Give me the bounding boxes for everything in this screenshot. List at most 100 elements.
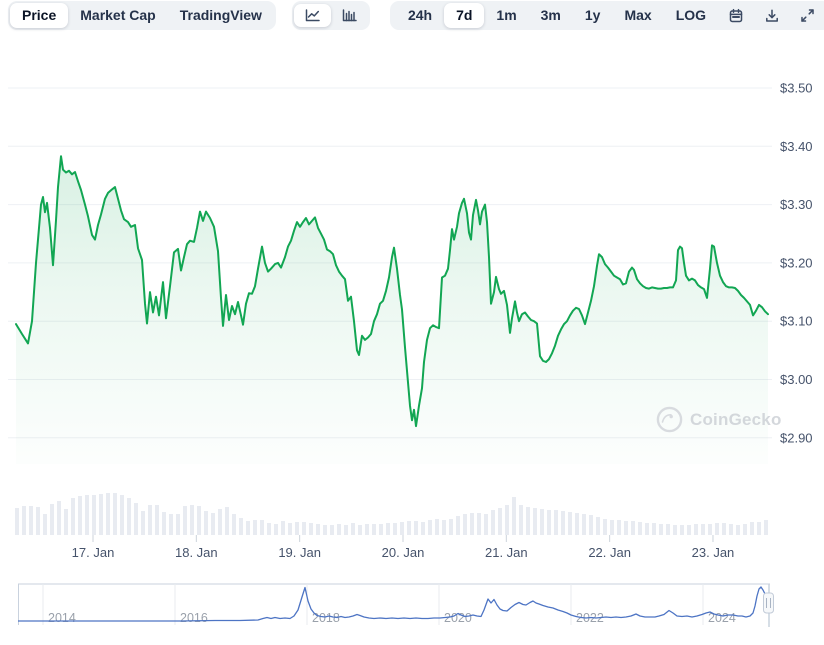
volume-bar xyxy=(302,522,306,535)
volume-bar xyxy=(505,505,509,535)
x-axis-label: 23. Jan xyxy=(692,545,735,560)
range-1m[interactable]: 1m xyxy=(484,3,528,28)
volume-bar xyxy=(218,509,222,535)
volume-bar xyxy=(540,509,544,535)
volume-bar xyxy=(57,501,61,535)
volume-bar xyxy=(120,495,124,535)
price-area-fill xyxy=(16,156,768,464)
volume-bar xyxy=(239,518,243,535)
expand-icon xyxy=(801,9,814,22)
range-switcher: 24h 7d 1m 3m 1y Max LOG xyxy=(389,1,824,30)
range-24h[interactable]: 24h xyxy=(396,3,444,28)
volume-bar xyxy=(603,519,607,535)
navigator-handle[interactable] xyxy=(763,592,774,614)
volume-bar xyxy=(652,523,656,535)
volume-bar xyxy=(463,514,467,535)
volume-bar xyxy=(232,514,236,535)
volume-bar xyxy=(134,503,138,535)
chart-type-switcher xyxy=(291,1,370,30)
volume-bar xyxy=(715,523,719,535)
y-axis-label: $3.40 xyxy=(780,139,813,154)
volume-bar xyxy=(309,523,313,535)
volume-bar xyxy=(400,522,404,535)
volume-bar xyxy=(533,508,537,535)
volume-bar xyxy=(680,525,684,535)
range-max[interactable]: Max xyxy=(612,3,663,28)
y-axis-label: $3.30 xyxy=(780,197,813,212)
navigator-year-label: 2016 xyxy=(180,611,208,625)
volume-bar xyxy=(617,520,621,535)
volume-bar xyxy=(197,506,201,535)
volume-bar xyxy=(155,505,159,535)
navigator-year-label: 2020 xyxy=(444,611,472,625)
volume-bar xyxy=(456,516,460,535)
candlestick-chart-icon xyxy=(342,9,357,22)
range-7d[interactable]: 7d xyxy=(444,3,485,28)
volume-bar xyxy=(183,506,187,535)
volume-bar xyxy=(358,525,362,535)
volume-bar xyxy=(484,514,488,535)
volume-bar xyxy=(141,511,145,535)
tab-price[interactable]: Price xyxy=(10,3,69,28)
volume-bar xyxy=(736,525,740,535)
volume-bar xyxy=(638,522,642,535)
volume-bar xyxy=(99,494,103,535)
line-chart-button[interactable] xyxy=(293,4,331,27)
volume-bar xyxy=(386,523,390,535)
y-axis-label: $3.50 xyxy=(780,81,813,96)
volume-bar xyxy=(589,515,593,535)
volume-bar xyxy=(414,521,418,535)
volume-bar xyxy=(498,508,502,535)
volume-bar xyxy=(288,523,292,535)
volume-bar xyxy=(211,513,215,535)
volume-bar xyxy=(666,524,670,535)
volume-bar xyxy=(267,523,271,535)
volume-bar xyxy=(561,511,565,535)
volume-bar xyxy=(554,510,558,535)
volume-bar xyxy=(659,524,663,535)
volume-bar xyxy=(722,523,726,535)
volume-bar xyxy=(743,524,747,535)
y-axis-label: $3.00 xyxy=(780,372,813,387)
volume-bar xyxy=(22,506,26,535)
tab-tradingview[interactable]: TradingView xyxy=(168,3,274,28)
volume-bar xyxy=(547,510,551,535)
volume-bar xyxy=(50,504,54,535)
volume-bar xyxy=(764,520,768,535)
navigator-year-label: 2014 xyxy=(48,611,76,625)
log-scale-toggle[interactable]: LOG xyxy=(664,3,718,28)
download-button[interactable] xyxy=(754,4,790,28)
volume-bar xyxy=(687,525,691,535)
price-line xyxy=(15,155,769,428)
volume-bar xyxy=(393,523,397,535)
volume-bar xyxy=(162,512,166,535)
volume-bar xyxy=(449,519,453,535)
volume-bar xyxy=(29,506,33,535)
volume-bar xyxy=(407,521,411,535)
range-1y[interactable]: 1y xyxy=(573,3,613,28)
volume-bar xyxy=(631,521,635,535)
tab-market-cap[interactable]: Market Cap xyxy=(68,3,167,28)
x-axis-label: 17. Jan xyxy=(72,545,115,560)
calendar-button[interactable] xyxy=(718,4,754,28)
chart-toolbar: Price Market Cap TradingView 24h 7d 1m 3… xyxy=(0,0,824,32)
volume-bar xyxy=(190,505,194,535)
x-axis-label: 19. Jan xyxy=(278,545,321,560)
candlestick-chart-button[interactable] xyxy=(331,4,368,27)
volume-bar xyxy=(428,520,432,535)
volume-bar xyxy=(274,524,278,535)
volume-bar xyxy=(295,522,299,535)
x-axis-label: 22. Jan xyxy=(588,545,631,560)
range-3m[interactable]: 3m xyxy=(529,3,573,28)
x-axis-label: 18. Jan xyxy=(175,545,218,560)
expand-button[interactable] xyxy=(790,4,824,27)
volume-bar xyxy=(372,524,376,535)
volume-bar xyxy=(491,510,495,535)
navigator-line xyxy=(18,586,769,622)
x-axis-label: 21. Jan xyxy=(485,545,528,560)
volume-bar xyxy=(575,513,579,535)
volume-bar xyxy=(582,514,586,535)
volume-bar xyxy=(176,514,180,535)
